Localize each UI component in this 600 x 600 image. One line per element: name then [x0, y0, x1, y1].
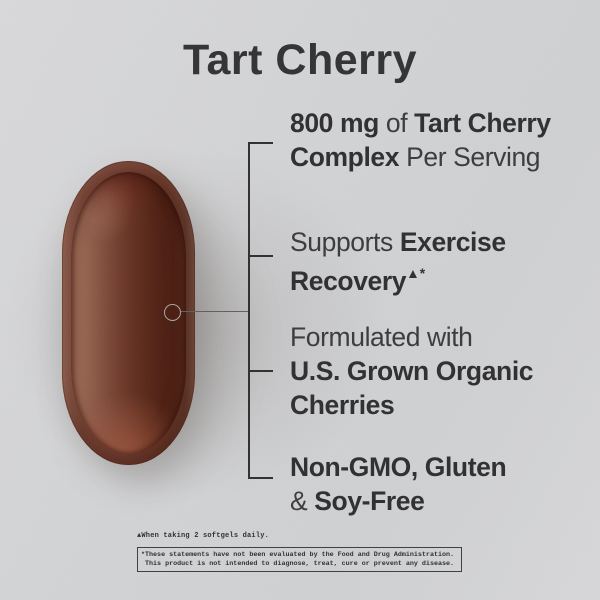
feature-recovery-line-1: Supports Exercise	[290, 227, 506, 257]
callout-tick-2	[248, 255, 273, 257]
fda-disclaimer-box: *These statements have not been evaluate…	[137, 547, 462, 572]
feature-nongmo-line-2: & Soy-Free	[290, 486, 425, 516]
fda-disclaimer-line-2: This product is not intended to diagnose…	[141, 560, 455, 568]
feature-organic-line-3: Cherries	[290, 390, 395, 420]
feature-recovery-line-2: Recovery▲*	[290, 265, 426, 296]
callout-tick-3	[248, 370, 273, 372]
feature-organic-line-2: U.S. Grown Organic	[290, 356, 534, 386]
feature-organic-cherries: Formulated with U.S. Grown Organic Cherr…	[290, 320, 534, 422]
dosage-amount: 800 mg	[290, 108, 379, 138]
callout-tick-4	[248, 477, 273, 479]
feature-organic-line-1: Formulated with	[290, 322, 473, 352]
serving-footnote: ▲When taking 2 softgels daily.	[137, 532, 270, 540]
capsule-pointer-ring	[164, 304, 181, 321]
footnote-marker-triangle-asterisk: ▲*	[406, 266, 426, 282]
fda-disclaimer-line-1: *These statements have not been evaluate…	[141, 550, 455, 559]
page-title: Tart Cherry	[182, 36, 418, 84]
feature-dosage-line-1: 800 mg of Tart Cherry	[290, 108, 551, 138]
feature-dosage: 800 mg of Tart Cherry Complex Per Servin…	[290, 106, 551, 174]
callout-bracket-line	[248, 142, 250, 478]
capsule-pointer-line	[181, 311, 248, 313]
feature-nongmo-line-1: Non-GMO, Gluten	[290, 452, 507, 482]
feature-non-gmo: Non-GMO, Gluten & Soy-Free	[290, 450, 507, 518]
feature-dosage-line-2: Complex Per Serving	[290, 142, 541, 172]
feature-exercise-recovery: Supports Exercise Recovery▲*	[290, 225, 506, 298]
callout-tick-1	[248, 142, 273, 144]
